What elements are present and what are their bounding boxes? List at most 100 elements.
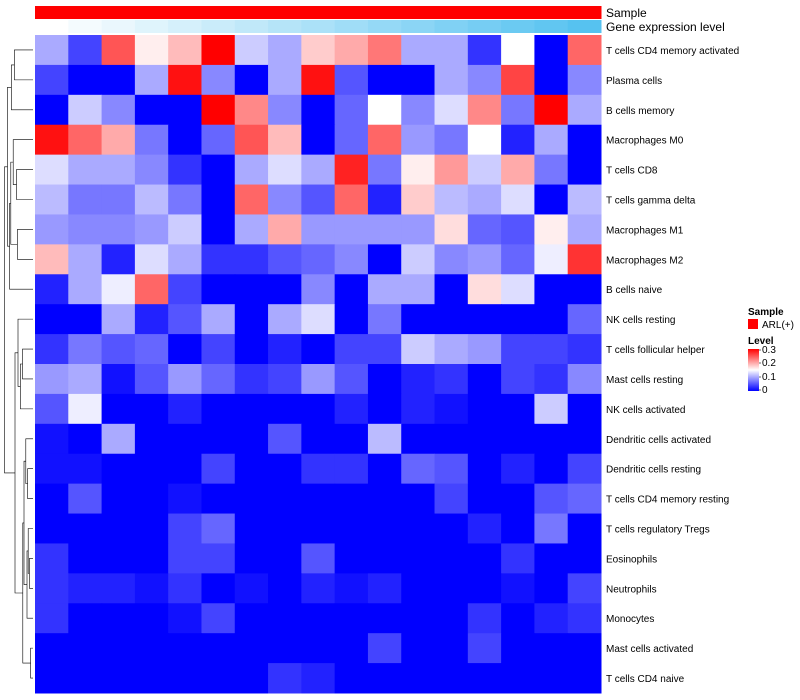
heatmap-cell [134, 483, 169, 515]
heatmap-cell [234, 393, 269, 425]
heatmap-cell [168, 304, 202, 335]
heatmap-cell [567, 364, 602, 395]
heatmap-cell [134, 603, 169, 634]
heatmap-cell [334, 603, 369, 634]
heatmap-cell [101, 124, 136, 156]
heatmap-cell [534, 35, 569, 66]
heatmap-cell [68, 124, 103, 156]
heatmap-cell [268, 603, 302, 634]
heatmap-cell [534, 453, 569, 485]
row-label: Macrophages M2 [606, 255, 684, 266]
annotation-label-expression: Gene expression level [606, 20, 725, 34]
heatmap-cell [168, 483, 202, 515]
heatmap-cell [501, 304, 535, 335]
heatmap-cell [334, 274, 369, 305]
heatmap-cell [401, 513, 436, 544]
heatmap-cell [567, 64, 602, 96]
heatmap-cell [367, 274, 402, 305]
heatmap-cell [334, 483, 369, 515]
heatmap-cell [534, 214, 569, 245]
heatmap-cell [401, 334, 436, 365]
heatmap-cell [501, 274, 535, 305]
heatmap-cell [367, 35, 402, 66]
heatmap-cell [434, 633, 469, 664]
heatmap-cell [334, 393, 369, 425]
heatmap-cell [201, 483, 236, 515]
heatmap-cell [234, 124, 269, 156]
heatmap-cell [134, 274, 169, 305]
heatmap-cell [467, 603, 502, 634]
heatmap-cell [35, 35, 69, 66]
heatmap-cell [434, 453, 469, 485]
heatmap-cell [101, 154, 136, 186]
heatmap-cell [467, 423, 502, 455]
row-label: T cells CD4 naive [606, 674, 685, 685]
heatmap-cell [101, 423, 136, 455]
heatmap-cell [101, 633, 136, 664]
heatmap-cell [101, 393, 136, 425]
heatmap-cell [501, 364, 535, 395]
heatmap-cell [367, 94, 402, 126]
heatmap-cell [567, 124, 602, 156]
expression-annotation-cell [534, 20, 569, 33]
heatmap-cell [467, 274, 502, 305]
heatmap-cell [35, 633, 69, 664]
heatmap-cell [401, 423, 436, 455]
heatmap-cell [301, 35, 336, 66]
heatmap-cell [367, 633, 402, 664]
heatmap-cell [201, 94, 236, 126]
heatmap-cell [268, 423, 302, 455]
heatmap-cell [501, 214, 535, 245]
sample-annotation-cell [268, 6, 302, 19]
heatmap-cell [467, 364, 502, 395]
heatmap-cell [234, 304, 269, 335]
heatmap-cell [401, 364, 436, 395]
heatmap-cell [268, 244, 302, 275]
legend-tick-label: 0.3 [762, 345, 776, 356]
heatmap-cell [434, 423, 469, 455]
sample-annotation-cell [567, 6, 602, 19]
expression-annotation-cell [434, 20, 469, 33]
heatmap-cell [168, 334, 202, 365]
heatmap-cell [567, 244, 602, 275]
heatmap-cell [234, 64, 269, 96]
legend-sample-swatch [748, 319, 758, 329]
heatmap-cell [201, 393, 236, 425]
heatmap-cell [434, 543, 469, 574]
heatmap-cell [68, 35, 103, 66]
heatmap-cell [101, 35, 136, 66]
legend-sample-title: Sample [748, 307, 784, 318]
heatmap-cell [268, 124, 302, 156]
heatmap-cell [234, 214, 269, 245]
heatmap-cell [35, 214, 69, 245]
heatmap-cell [401, 633, 436, 664]
heatmap-cell [401, 244, 436, 275]
heatmap-cell [134, 453, 169, 485]
heatmap-cell [467, 663, 502, 694]
heatmap-cell [334, 513, 369, 544]
expression-annotation-cell [301, 20, 336, 33]
heatmap-cell [567, 304, 602, 335]
expression-annotation-cell [201, 20, 236, 33]
heatmap-cell [168, 423, 202, 455]
heatmap-cell [567, 573, 602, 604]
heatmap-cell [168, 393, 202, 425]
heatmap-cell [301, 154, 336, 186]
heatmap-cell [501, 124, 535, 156]
heatmap-cell [134, 334, 169, 365]
heatmap-cell [401, 35, 436, 66]
heatmap-cell [367, 334, 402, 365]
heatmap-cell [134, 364, 169, 395]
heatmap-cell [534, 154, 569, 186]
heatmap-cell [401, 304, 436, 335]
heatmap-cell [101, 483, 136, 515]
heatmap-cell [467, 64, 502, 96]
heatmap-cell [534, 393, 569, 425]
heatmap-cell [234, 603, 269, 634]
heatmap-cell [268, 543, 302, 574]
heatmap-cell [68, 483, 103, 515]
heatmap-cell [35, 364, 69, 395]
heatmap-cell [401, 573, 436, 604]
heatmap-cell [434, 154, 469, 186]
heatmap-cell [35, 124, 69, 156]
